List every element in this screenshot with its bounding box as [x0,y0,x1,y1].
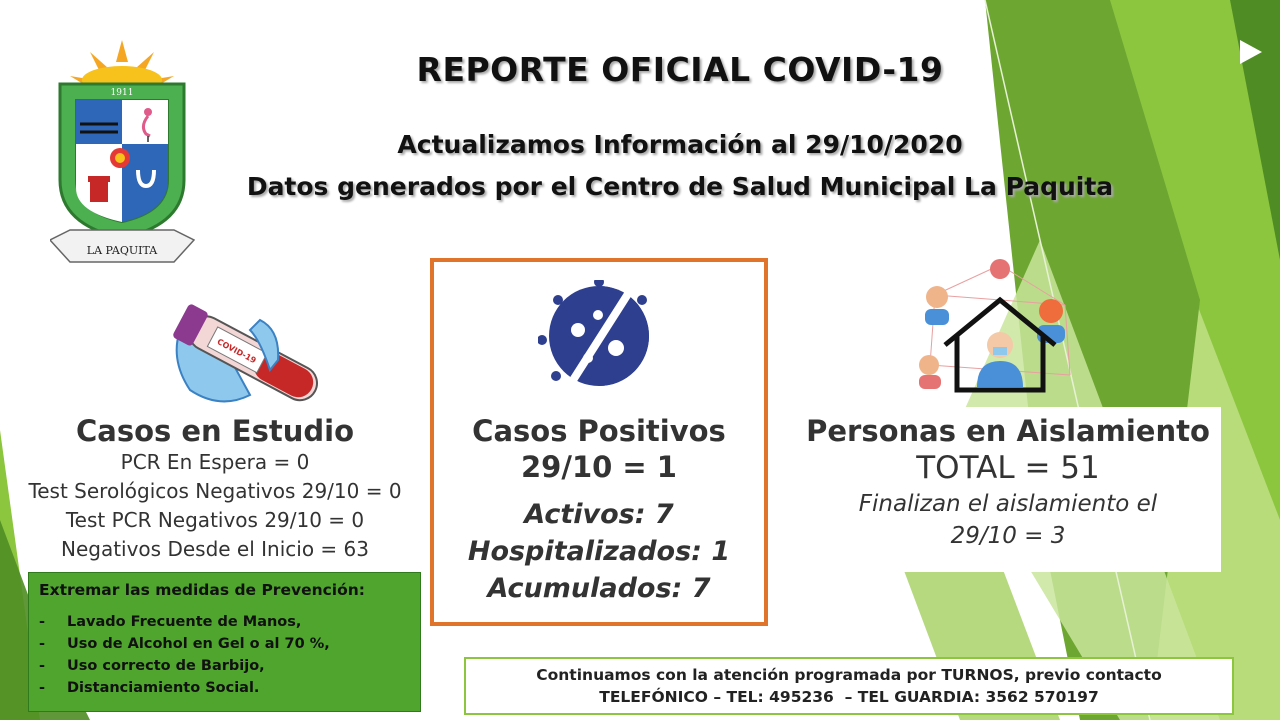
active-cases: Activos: 7 [524,499,674,530]
virus-icon [538,280,649,391]
prevention-heading: Extremar las medidas de Prevención: [39,581,365,599]
positive-cases-count: 29/10 = 1 [521,450,677,484]
list-item: - Lavado Frecuente de Manos, [39,614,302,630]
hospitalized-cases: Hospitalizados: 1 [467,536,731,567]
pcr-pending-line: PCR En Espera = 0 [120,450,310,474]
prevention-list: - Lavado Frecuente de Manos, - Uso de Alco… [39,611,410,699]
contact-line-1: Continuamos con la atención programada p… [536,666,1162,684]
list-item: - Uso correcto de Barbijo, [39,658,265,674]
isolation-section: Personas en Aislamiento TOTAL = 51 Final… [795,414,1221,552]
list-item: - Distanciamiento Social. [39,680,260,696]
isolation-title: Personas en Aislamiento [806,414,1210,448]
isolation-panel-background [795,407,1221,572]
test-tube-icon: COVID-19 [173,304,318,403]
isolation-house-icon [919,259,1071,393]
positive-cases-section: Casos Positivos 29/10 = 1 Activos: 7 Hos… [430,414,768,607]
isolation-ending-count: 29/10 = 3 [950,523,1066,549]
source-subtitle: Datos generados por el Centro de Salud M… [246,172,1114,201]
positive-cases-title: Casos Positivos [472,414,726,448]
page-title: REPORTE OFICIAL COVID-19 [416,50,944,89]
svg-text:1911: 1911 [111,88,134,98]
crest-logo: 1911 LA PAQUITA [50,40,195,263]
isolation-ending-label: Finalizan el aislamiento el [858,491,1158,517]
cases-under-study-section: Casos en Estudio PCR En Espera = 0 Test … [10,414,420,564]
contact-phone-line: TELEFÓNICO – TEL: 495236 – TEL GUARDIA: … [599,688,1099,706]
update-date-subtitle: Actualizamos Información al 29/10/2020 [397,130,963,159]
cases-under-study-title: Casos en Estudio [75,414,354,448]
prevention-box: Extremar las medidas de Prevención: - Lav… [28,572,421,712]
contact-box: Continuamos con la atención programada p… [464,657,1234,715]
isolation-total: TOTAL = 51 [916,450,1100,486]
list-item: - Uso de Alcohol en Gel o al 70 %, [39,636,330,652]
serological-negative-line: Test Serológicos Negativos 29/10 = 0 [28,479,402,503]
negatives-since-start-line: Negativos Desde el Inicio = 63 [60,537,369,561]
accumulated-cases: Acumulados: 7 [487,573,711,604]
svg-text:LA PAQUITA: LA PAQUITA [87,244,158,257]
pcr-negative-line: Test PCR Negativos 29/10 = 0 [65,508,365,532]
